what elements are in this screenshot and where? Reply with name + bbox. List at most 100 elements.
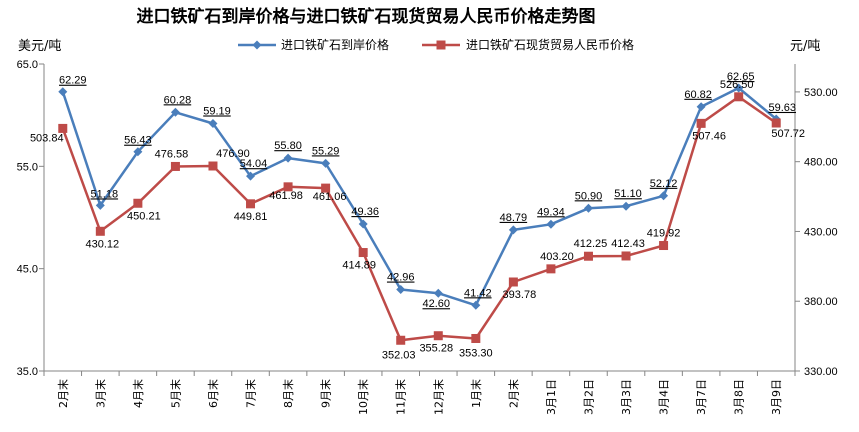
x-tick-label: 2月末 [56, 379, 70, 408]
y-left-tick-label: 55.0 [17, 161, 38, 173]
data-point-diamond [133, 147, 143, 157]
chart-title: 进口铁矿石到岸价格与进口铁矿石现货贸易人民币价格走势图 [137, 6, 596, 27]
data-label: 59.19 [203, 105, 231, 117]
data-label: 353.30 [459, 347, 493, 359]
data-point-diamond [433, 288, 443, 298]
y-left-tick-label: 35.0 [17, 366, 38, 378]
data-point-diamond [170, 107, 180, 117]
data-point-square [321, 183, 331, 193]
data-point-square [208, 161, 218, 171]
data-point-diamond [396, 285, 406, 295]
y-right-unit-label: 元/吨 [790, 39, 820, 54]
x-tick-label: 1月末 [469, 379, 483, 408]
data-point-square [508, 277, 518, 287]
x-tick-label: 4月末 [131, 379, 145, 408]
data-point-square [546, 264, 556, 274]
data-point-diamond [734, 83, 744, 93]
data-label: 355.28 [419, 343, 453, 355]
y-right-tick-label: 430.00 [804, 226, 838, 238]
x-tick-label: 6月末 [206, 379, 220, 408]
data-label: 55.80 [274, 140, 302, 152]
data-label: 42.96 [387, 272, 415, 284]
data-label: 49.34 [537, 206, 565, 218]
data-point-diamond [95, 200, 105, 210]
y-left-tick-label: 65.0 [17, 59, 38, 71]
data-label: 42.60 [423, 298, 451, 310]
x-tick-label: 9月末 [319, 379, 333, 408]
data-label: 62.29 [59, 75, 87, 87]
legend-square-marker [436, 40, 446, 50]
x-tick-label: 3月9日 [770, 379, 783, 415]
data-point-diamond [208, 118, 218, 128]
data-label: 507.46 [692, 130, 726, 142]
data-label: 56.43 [124, 135, 152, 147]
data-label: 50.90 [575, 190, 603, 202]
markers [58, 83, 781, 345]
data-label: 51.10 [614, 188, 642, 200]
data-label: 51.18 [91, 188, 119, 200]
data-label: 393.78 [503, 289, 537, 301]
data-label: 507.72 [771, 128, 805, 140]
data-label: 476.58 [155, 148, 189, 160]
y-right-tick-label: 330.00 [804, 366, 838, 378]
data-point-diamond [358, 219, 368, 229]
x-tick-label: 3月7日 [695, 379, 708, 415]
data-point-square [471, 333, 481, 343]
data-label: 461.06 [313, 191, 347, 203]
data-label: 450.21 [127, 210, 161, 222]
data-label: 419.92 [647, 228, 681, 240]
data-point-diamond [696, 102, 706, 112]
data-label: 526.50 [720, 79, 754, 91]
x-tick-label: 2月末 [506, 379, 520, 408]
x-tick-label: 3月2日 [582, 379, 595, 415]
series-lines [61, 86, 777, 342]
data-label: 414.89 [342, 260, 376, 272]
y-right-tick-label: 480.00 [804, 157, 838, 169]
data-label: 62.65 [727, 71, 755, 83]
y-right-tick-label: 380.00 [804, 296, 838, 308]
data-label: 352.03 [382, 349, 416, 361]
data-point-square [283, 182, 293, 192]
data-point-square [170, 161, 180, 171]
data-point-diamond [546, 219, 556, 229]
data-point-square [771, 118, 781, 128]
series-line-1 [61, 86, 777, 307]
data-point-square [58, 123, 68, 133]
data-point-square [95, 226, 105, 236]
data-label: 412.43 [611, 238, 645, 250]
x-tick-label: 3月4日 [658, 379, 671, 415]
y-right-tick-label: 530.00 [804, 87, 838, 99]
data-label: 48.79 [500, 212, 528, 224]
data-label: 449.81 [234, 211, 268, 223]
data-label: 54.04 [240, 158, 268, 170]
data-point-square [246, 199, 256, 209]
x-tick-label: 8月末 [281, 379, 295, 408]
x-tick-label: 7月末 [244, 379, 258, 408]
data-point-diamond [321, 158, 331, 168]
data-point-diamond [471, 300, 481, 310]
data-label: 49.36 [351, 206, 379, 218]
x-tick-label: 3月1日 [545, 379, 558, 415]
axes: 35.0 45.0 55.0 65.0 330.00 380.00 430.00 480.00… [17, 59, 838, 415]
data-point-square [734, 92, 744, 102]
x-tick-label: 3月8日 [733, 379, 746, 415]
data-point-square [133, 198, 143, 208]
data-label: 55.29 [312, 145, 340, 157]
x-tick-label: 3月3日 [620, 379, 633, 415]
data-point-square [659, 241, 669, 251]
data-label: 412.25 [574, 238, 608, 250]
x-tick-label: 3月末 [93, 379, 107, 408]
data-point-square [621, 251, 631, 261]
data-point-diamond [58, 87, 68, 97]
x-tick-label: 5月末 [168, 379, 182, 408]
data-labels: 62.29 51.18 56.43 60.28 59.19 54.04 55.80 55.29… [30, 71, 805, 361]
data-label: 60.82 [684, 89, 712, 101]
data-point-square [358, 248, 368, 258]
x-tick-label: 11月末 [394, 379, 408, 415]
data-point-diamond [621, 201, 631, 211]
legend-series-1-label: 进口铁矿石到岸价格 [281, 37, 389, 52]
data-point-diamond [583, 203, 593, 213]
data-point-square [583, 251, 593, 261]
x-tick-label: 10月末 [356, 379, 370, 415]
